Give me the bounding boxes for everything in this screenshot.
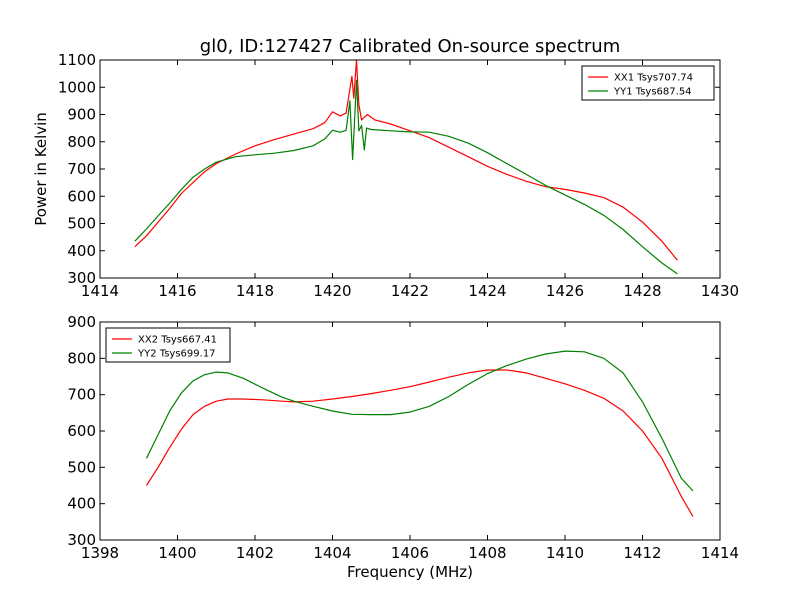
x-tick-label: 1410 — [546, 544, 584, 562]
y-axis-label: Power in Kelvin — [32, 112, 50, 226]
y-tick-label: 1000 — [58, 78, 96, 96]
y-tick-label: 300 — [67, 269, 96, 287]
series-line-1 — [145, 369, 694, 517]
x-tick-label: 1430 — [701, 282, 739, 300]
bottom-spectrum-plot: 1398 1400 1402 1404 1406 1408 1410 1412 1414 300 4… — [67, 313, 739, 581]
y-tick-label: 900 — [67, 106, 96, 124]
series-line-2 — [145, 350, 694, 492]
x-tick-label: 1420 — [313, 282, 351, 300]
legend: XX1 Tsys707.74 YY1 Tsys687.54 — [581, 65, 715, 101]
legend-box — [105, 327, 231, 363]
x-tick-label: 1414 — [701, 544, 739, 562]
x-tick-label: 1398 — [81, 544, 119, 562]
y-tick-label: 900 — [67, 313, 96, 331]
y-tick-label: 600 — [67, 422, 96, 440]
x-tick-label: 1406 — [391, 544, 429, 562]
y-tick-label: 1100 — [58, 51, 96, 69]
y-tick-label: 800 — [67, 133, 96, 151]
x-tick-label: 1414 — [81, 282, 119, 300]
y-tick-label: 500 — [67, 215, 96, 233]
y-tick-label: 600 — [67, 187, 96, 205]
legend: XX2 Tsys667.41 YY2 Tsys699.17 — [105, 327, 231, 363]
x-tick-label: 1422 — [391, 282, 429, 300]
series-line-2 — [134, 79, 678, 275]
legend-label-1: XX1 Tsys707.74 — [614, 73, 693, 84]
top-spectrum-plot: 1414 1416 1418 1420 1422 1424 1426 1428 1430 300 4… — [32, 36, 739, 300]
legend-label-1: XX2 Tsys667.41 — [138, 335, 217, 346]
y-tick-label: 700 — [67, 160, 96, 178]
y-tick-label: 400 — [67, 242, 96, 260]
x-tick-label: 1418 — [236, 282, 274, 300]
y-tick-label: 800 — [67, 349, 96, 367]
chart-title: gl0, ID:127427 Calibrated On-source spec… — [200, 36, 620, 57]
series-line-1 — [134, 59, 678, 261]
x-tick-label: 1400 — [158, 544, 196, 562]
y-tick-label: 400 — [67, 495, 96, 513]
y-tick-label: 300 — [67, 531, 96, 549]
x-tick-label: 1428 — [623, 282, 661, 300]
x-tick-label: 1426 — [546, 282, 584, 300]
y-tick-label: 700 — [67, 386, 96, 404]
y-tick-label: 500 — [67, 458, 96, 476]
x-axis-label: Frequency (MHz) — [347, 563, 473, 581]
x-tick-label: 1404 — [313, 544, 351, 562]
legend-label-2: YY1 Tsys687.54 — [613, 87, 692, 98]
x-tick-label: 1402 — [236, 544, 274, 562]
legend-box — [581, 65, 715, 101]
x-tick-label: 1424 — [468, 282, 506, 300]
x-tick-label: 1416 — [158, 282, 196, 300]
legend-label-2: YY2 Tsys699.17 — [137, 349, 216, 360]
x-tick-label: 1412 — [623, 544, 661, 562]
x-tick-label: 1408 — [468, 544, 506, 562]
